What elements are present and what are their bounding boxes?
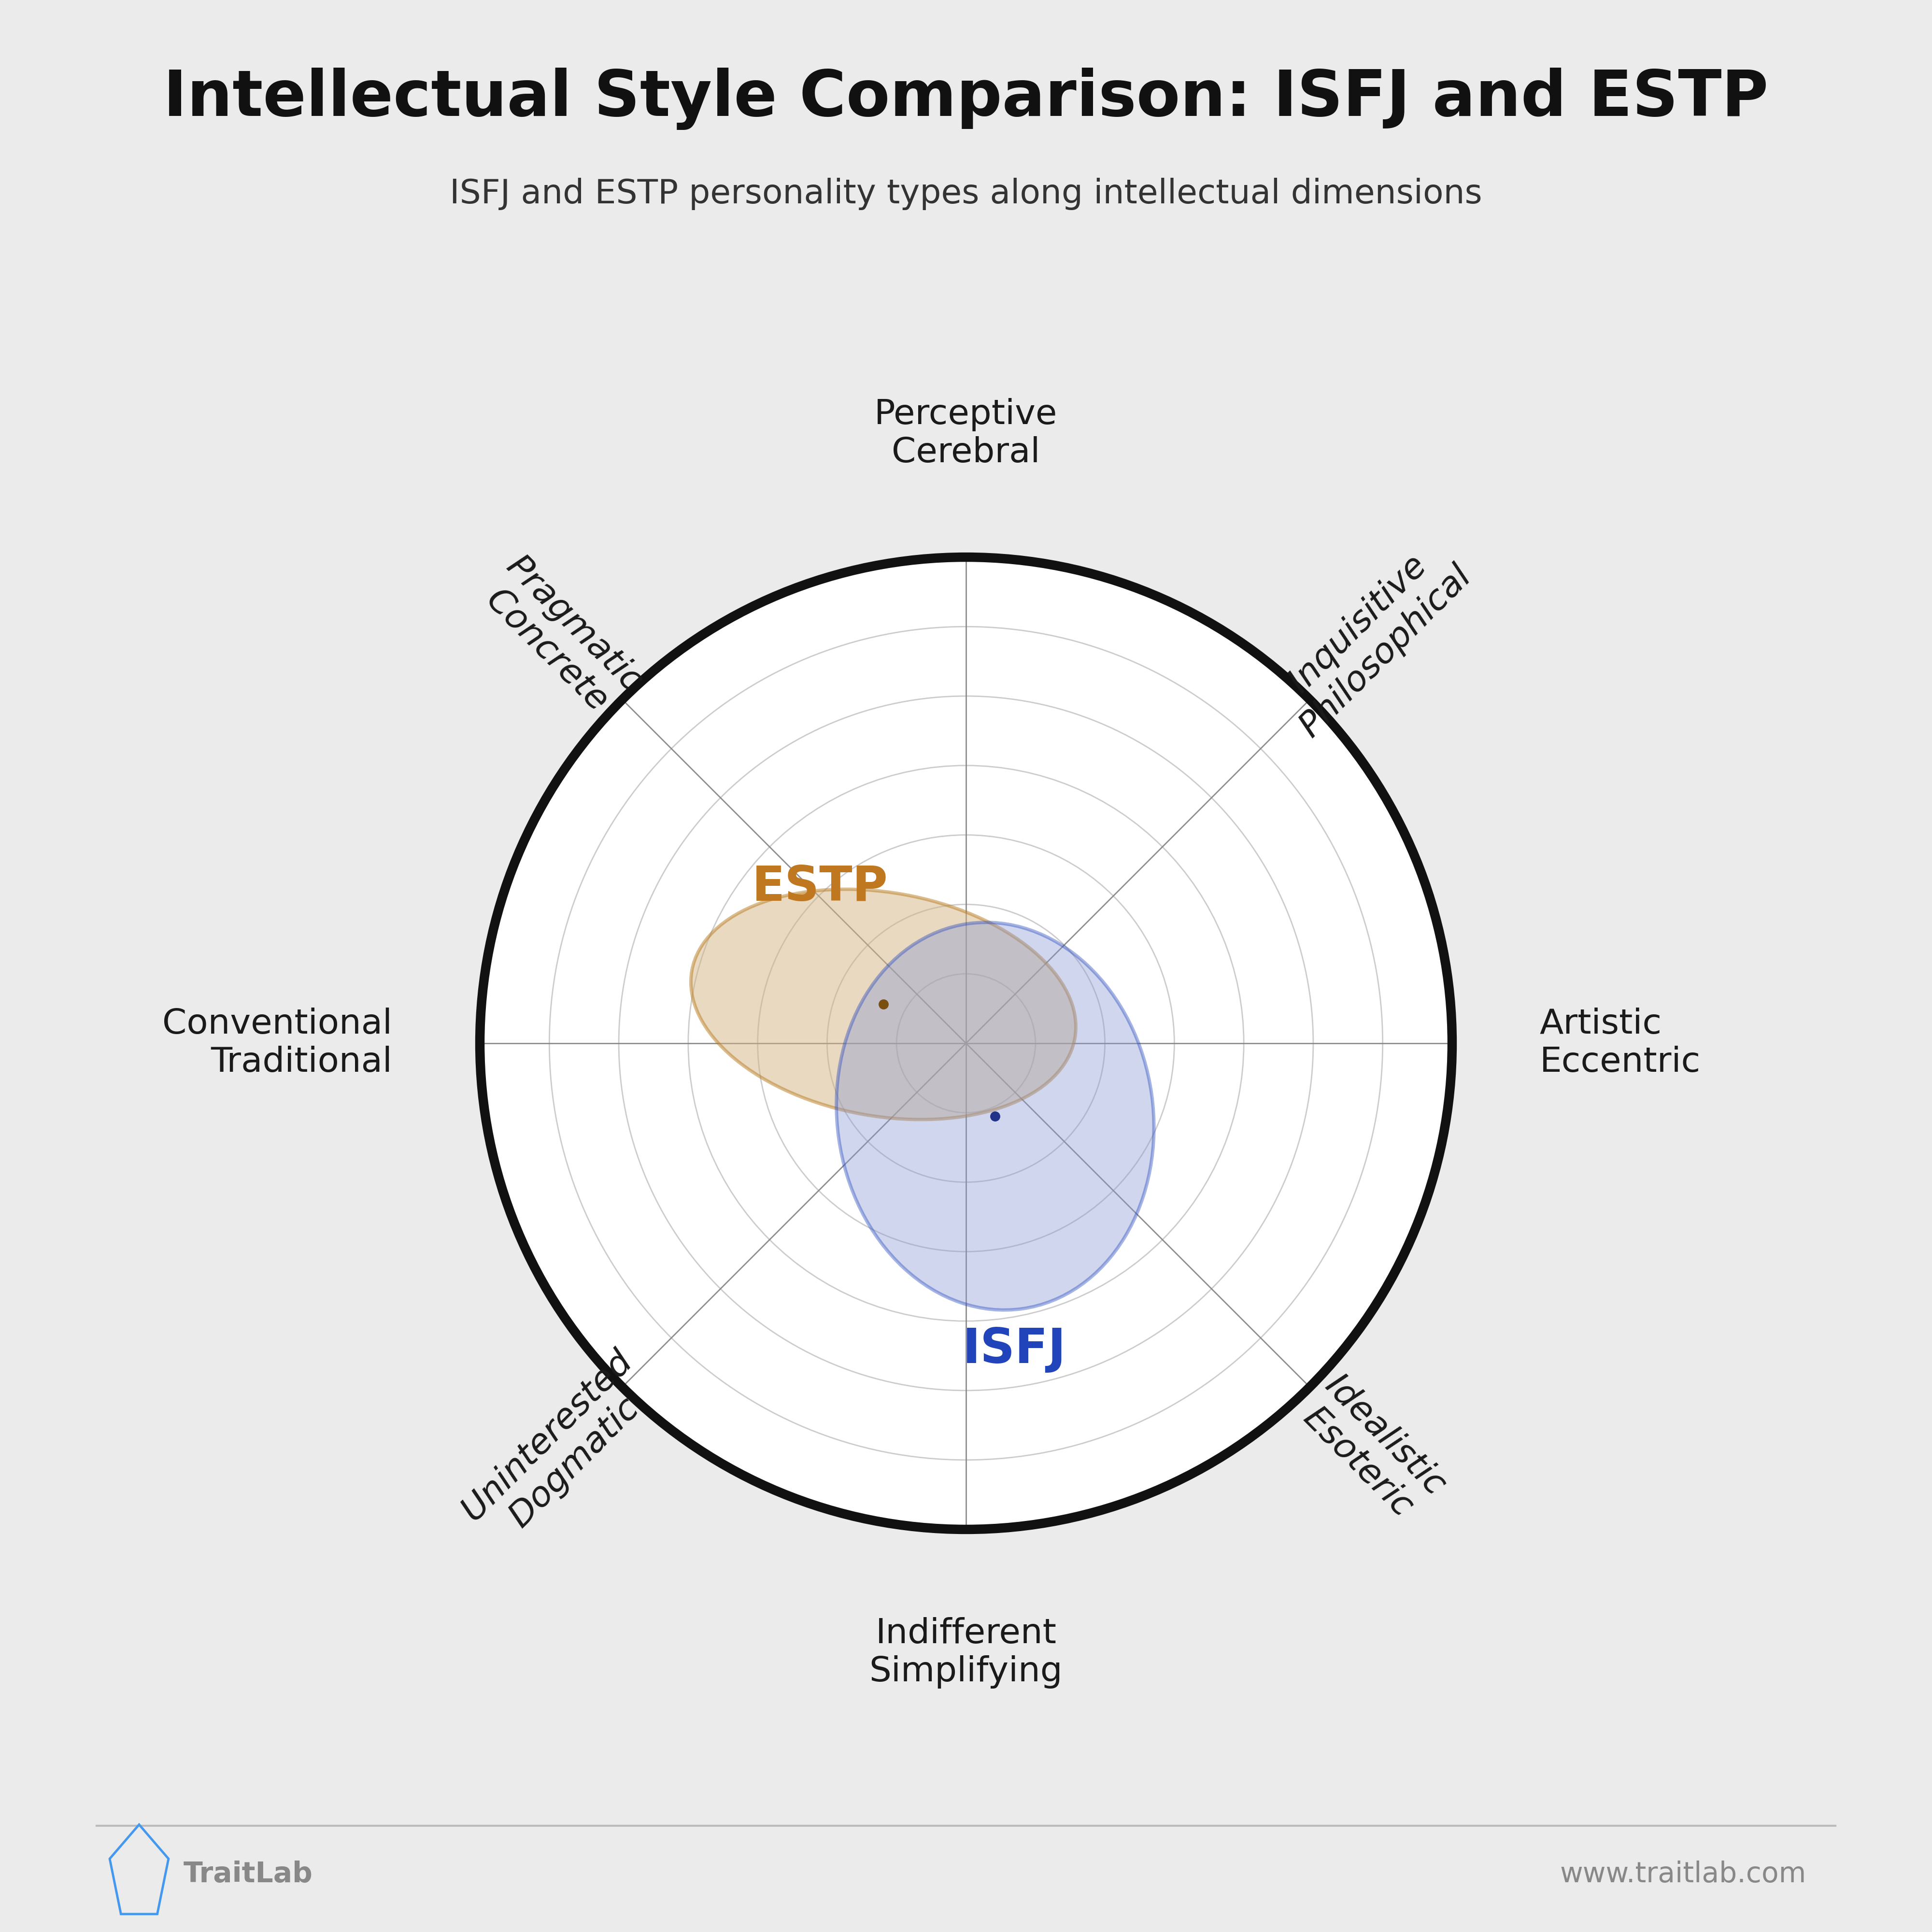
- Text: Uninterested
Dogmatic: Uninterested Dogmatic: [456, 1343, 667, 1553]
- Text: Idealistic
Esoteric: Idealistic Esoteric: [1291, 1368, 1453, 1530]
- Text: ESTP: ESTP: [752, 864, 889, 912]
- Text: Pragmatic
Concrete: Pragmatic Concrete: [473, 551, 649, 726]
- Text: TraitLab: TraitLab: [184, 1861, 313, 1888]
- Text: ISFJ: ISFJ: [962, 1325, 1066, 1374]
- Text: ISFJ and ESTP personality types along intellectual dimensions: ISFJ and ESTP personality types along in…: [450, 178, 1482, 211]
- Ellipse shape: [837, 922, 1153, 1310]
- Text: Artistic
Eccentric: Artistic Eccentric: [1540, 1007, 1700, 1080]
- Text: Inquisitive
Philosophical: Inquisitive Philosophical: [1265, 531, 1478, 744]
- Circle shape: [479, 556, 1453, 1530]
- Text: www.traitlab.com: www.traitlab.com: [1559, 1861, 1806, 1888]
- Text: Indifferent
Simplifying: Indifferent Simplifying: [869, 1617, 1063, 1689]
- Text: Intellectual Style Comparison: ISFJ and ESTP: Intellectual Style Comparison: ISFJ and …: [164, 68, 1768, 129]
- Text: Conventional
Traditional: Conventional Traditional: [162, 1007, 392, 1080]
- Ellipse shape: [692, 889, 1076, 1119]
- Text: Perceptive
Cerebral: Perceptive Cerebral: [875, 398, 1057, 469]
